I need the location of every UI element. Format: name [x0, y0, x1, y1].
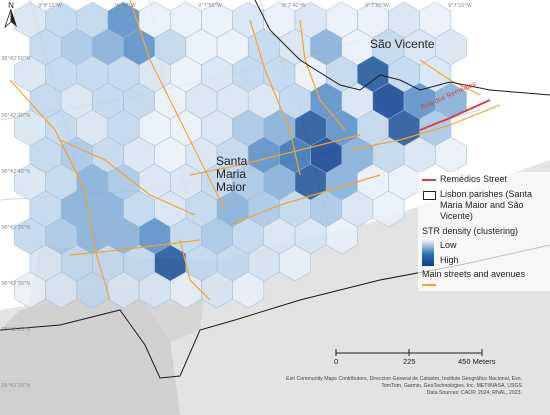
dock-area	[0, 290, 180, 415]
remedios-street-line	[419, 99, 491, 131]
legend-low: Low	[440, 240, 457, 250]
scale-label-0: 0	[334, 357, 339, 366]
parish-boundary	[0, 0, 550, 379]
scale-label-450: 450 Meters	[458, 357, 496, 366]
attribution-line-3: Data Sources: CAOP, 2024; RNAL, 2023.	[426, 390, 522, 396]
legend-density-title: STR density (clustering)	[422, 226, 519, 236]
attribution-line-1: Esri Community Maps Contributors, Direcc…	[286, 376, 522, 382]
coord-left-7: 38°42'20"N	[1, 383, 31, 389]
hex-cell	[435, 136, 467, 174]
coord-left-6: 38°42'25"N	[1, 327, 31, 333]
hex-cell	[325, 217, 358, 255]
legend-parishes: Lisbon parishes (Santa Maria Maior and S…	[422, 189, 546, 222]
place-santa-maria-maior: Santa Maria Maior	[216, 155, 247, 194]
main-streets	[9, 0, 501, 301]
legend-remedios-label: Remédios Street	[440, 174, 508, 184]
coord-left-4: 38°42'35"N	[1, 225, 31, 231]
place-line-3: Maior	[216, 180, 247, 194]
coord-top-4: 9°7'40"W	[282, 3, 306, 9]
svg-text:N: N	[8, 1, 14, 10]
hex-cell	[232, 271, 265, 309]
coord-top-5: 9°7'30"W	[365, 3, 389, 9]
coord-top-1: 9°8'10"W	[38, 3, 62, 9]
hex-cell	[279, 244, 311, 282]
coord-left-2: 38°42'45"N	[1, 113, 31, 119]
coord-left-1: 38°42'50"N	[1, 56, 31, 62]
legend-density-ramp: Low High	[422, 240, 546, 266]
coord-top-3: 9°7'50"W	[198, 3, 222, 9]
attribution: Esri Community Maps Contributors, Direcc…	[252, 376, 522, 397]
place-line-2: Maria	[216, 167, 247, 181]
north-arrow-icon: N	[4, 1, 17, 28]
coord-top-6: 9°7'20"W	[448, 3, 472, 9]
legend-main-streets-label: Main streets and avenues	[422, 269, 526, 279]
scale-bar: 0 225 450 Meters	[330, 345, 496, 366]
hex-cell	[372, 190, 405, 228]
place-line-1: Santa	[216, 154, 248, 168]
coord-left-3: 38°42'40"N	[1, 169, 31, 175]
hex-grid	[14, 1, 467, 309]
scale-bar-graphic	[335, 349, 483, 356]
legend-parish-outline-icon	[422, 189, 436, 200]
legend-red-line-icon	[422, 174, 436, 185]
place-sao-vicente: São Vicente	[370, 37, 435, 51]
legend-remedios: Remédios Street	[422, 174, 546, 185]
coord-top-2: 9°8'0"W	[115, 3, 136, 9]
legend-orange-line-icon	[422, 280, 546, 289]
legend-high: High	[440, 255, 459, 265]
legend: Remédios Street Lisbon parishes (Santa M…	[418, 172, 550, 291]
legend-gradient-icon	[422, 240, 434, 266]
coord-left-5: 38°42'30"N	[1, 281, 31, 287]
legend-parishes-label: Lisbon parishes (Santa Maria Maior and S…	[440, 189, 533, 221]
attribution-line-2: TomTom, Garmin, GeoTechnologies, Inc, ME…	[381, 383, 522, 389]
scale-label-225: 225	[403, 357, 416, 366]
